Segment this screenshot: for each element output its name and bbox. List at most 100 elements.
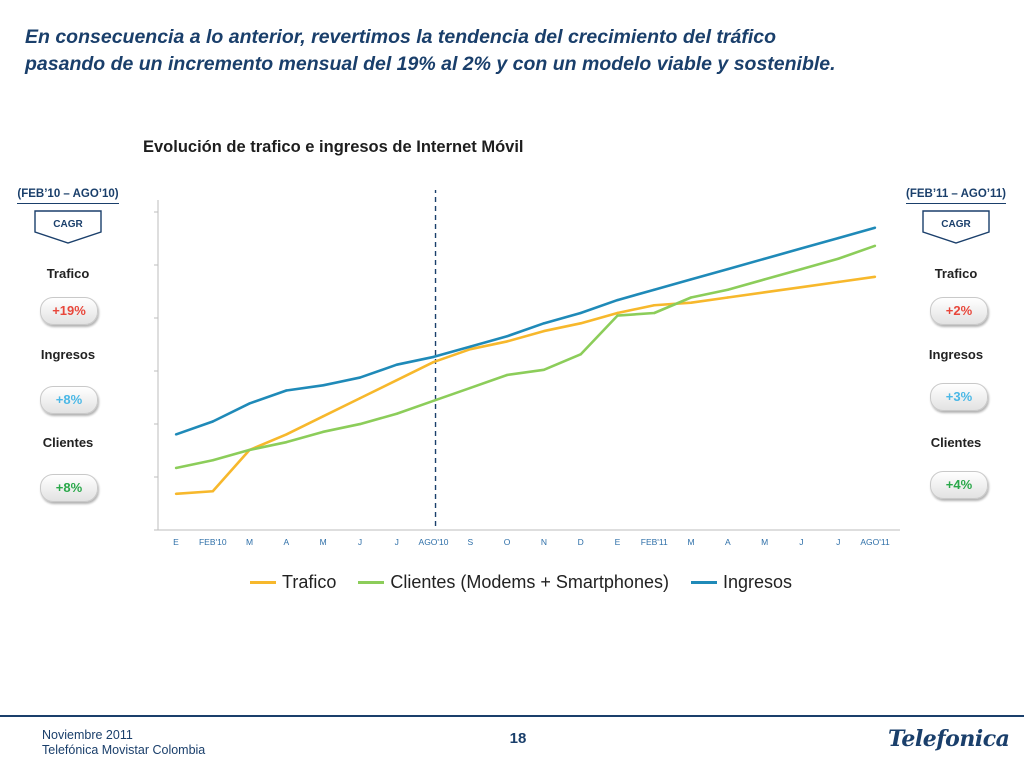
series-2-point (653, 288, 656, 291)
x-tick-label: AGO'10 (419, 537, 449, 547)
series-0-point (689, 301, 693, 304)
right-metric-trafico-value: +2% (930, 297, 988, 325)
left-cagr-panel: (FEB’10 – AGO’10) CAGR Trafico +19% Ingr… (8, 184, 128, 502)
x-tick-label: FEB'10 (199, 537, 227, 547)
legend-label-clientes: Clientes (Modems + Smartphones) (390, 571, 669, 592)
series-1-point (505, 373, 509, 377)
series-2-point (873, 226, 877, 229)
right-metric-clientes-label: Clientes (930, 435, 982, 450)
series-line-1 (175, 244, 876, 470)
series-1-point (689, 296, 693, 299)
series-0-point (321, 415, 325, 418)
footer-info: Noviembre 2011 Telefónica Movistar Colom… (42, 728, 205, 758)
series-1-point (432, 399, 435, 403)
legend-label-trafico: Trafico (282, 571, 337, 592)
chart-title: Evolución de trafico e ingresos de Inter… (143, 138, 524, 156)
series-0-point (616, 311, 619, 315)
series-1-point (837, 257, 840, 260)
legend-swatch-clientes (358, 580, 385, 584)
series-1-point (653, 311, 656, 315)
series-2-point (469, 345, 472, 348)
series-0-point (174, 492, 178, 496)
legend-item-clientes: Clientes (Modems + Smartphones) (358, 572, 669, 593)
series-2-point (321, 384, 325, 387)
left-metric-clientes-label: Clientes (42, 435, 94, 450)
left-metric-trafico-value: +19% (40, 297, 98, 325)
x-tick-label: E (173, 537, 179, 547)
series-1-point (726, 288, 730, 291)
x-tick-label: N (541, 537, 547, 547)
series-0-point (763, 291, 766, 294)
series-line-0 (175, 275, 876, 496)
series-1-point (873, 244, 877, 248)
telefonica-logo: Telefonica (888, 726, 1010, 752)
right-metric-clientes-value: +4% (930, 471, 988, 499)
x-tick-label: M (246, 537, 253, 547)
legend-item-ingresos: Ingresos (690, 572, 792, 593)
x-tick-label: S (467, 537, 473, 547)
series-2-point (211, 420, 214, 423)
traffic-revenue-line-chart: E FEB'10 M A M J J AGO'10 S O N D E FEB'11 M A M J J AGO'11 (154, 190, 900, 547)
left-metric-ingresos-label: Ingresos (40, 347, 96, 362)
x-tick-label: J (799, 537, 803, 547)
right-cagr-badge: CAGR (896, 210, 1016, 249)
footer-company: Telefónica Movistar Colombia (42, 743, 206, 757)
legend-swatch-ingresos (690, 580, 717, 584)
series-2-point (174, 433, 178, 436)
series-0-point (505, 340, 509, 343)
series-0-point (432, 360, 435, 364)
x-tick-label: A (725, 537, 731, 547)
x-tick-label: A (284, 537, 290, 547)
legend-swatch-trafico (250, 580, 276, 584)
right-metric-trafico-label: Trafico (934, 266, 978, 281)
left-cagr-label: CAGR (53, 219, 83, 230)
series-1-point (285, 440, 288, 444)
x-tick-label: O (504, 537, 511, 547)
right-cagr-label: CAGR (941, 219, 971, 230)
series-0-point (542, 329, 546, 333)
series-2-point (616, 298, 619, 302)
chart-legend: Trafico Clientes (Modems + Smartphones) … (250, 568, 814, 596)
series-1-point (763, 278, 766, 281)
series-2-point (432, 355, 435, 359)
x-tick-label: M (688, 537, 695, 547)
x-tick-label: J (395, 537, 399, 547)
x-tick-label: AGO'11 (860, 537, 890, 547)
left-metric-clientes-value: +8% (40, 474, 98, 502)
series-1-point (800, 267, 803, 271)
headline-line-2: pasando de un incremento mensual del 19%… (25, 53, 836, 75)
x-tick-label: D (578, 537, 584, 547)
series-2-point (837, 236, 840, 240)
series-1-point (395, 412, 398, 415)
left-metric-trafico-label: Trafico (46, 266, 90, 281)
series-1-point (469, 386, 472, 390)
legend-item-trafico: Trafico (250, 572, 336, 593)
series-1-point (579, 353, 582, 356)
x-tick-label: M (320, 537, 327, 547)
cagr-chevron-icon: CAGR (34, 210, 102, 244)
series-1-point (248, 448, 251, 452)
headline-line-1: En consecuencia a lo anterior, revertimo… (25, 26, 777, 48)
series-2-point (285, 389, 288, 392)
series-1-point (211, 459, 214, 462)
left-period: (FEB’10 – AGO’10) (17, 188, 119, 204)
series-0-point (873, 275, 877, 279)
series-0-point (726, 296, 730, 299)
series-0-point (395, 378, 398, 382)
right-metric-ingresos-label: Ingresos (928, 347, 984, 362)
series-2-point (358, 376, 362, 379)
series-2-point (505, 335, 509, 338)
series-line-2 (175, 226, 876, 436)
series-1-point (321, 430, 325, 434)
right-metric-ingresos-value: +3% (930, 383, 988, 411)
series-0-point (358, 397, 362, 400)
series-2-point (763, 257, 766, 260)
series-1-point (174, 466, 178, 470)
x-tick-label: M (761, 537, 768, 547)
series-2-point (726, 267, 730, 271)
series-1-point (542, 368, 546, 372)
right-period: (FEB’11 – AGO’11) (906, 188, 1006, 204)
x-tick-label: J (836, 537, 840, 547)
series-0-point (800, 285, 803, 289)
series-2-point (579, 311, 582, 315)
